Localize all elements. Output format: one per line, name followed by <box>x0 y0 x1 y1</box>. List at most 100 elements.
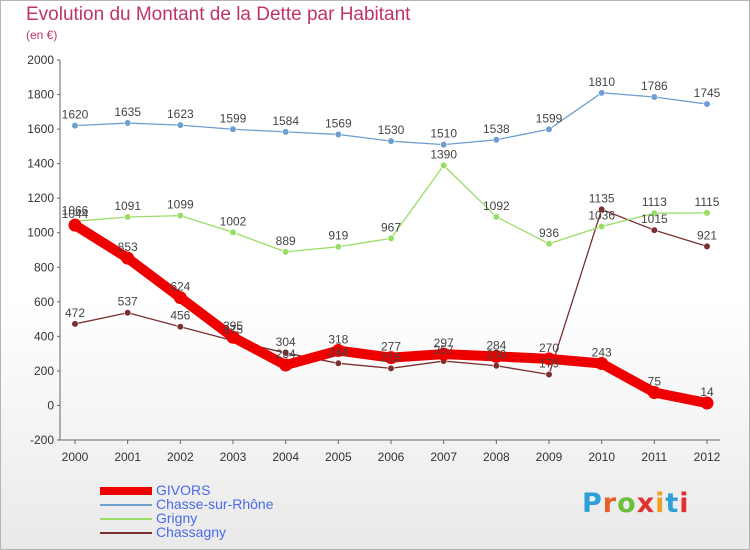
data-label: 472 <box>65 306 85 320</box>
data-point <box>492 213 500 221</box>
data-label: 1810 <box>588 75 615 89</box>
data-label: 1584 <box>272 114 299 128</box>
logo-letter: x <box>636 488 656 519</box>
data-label: 1036 <box>588 209 615 223</box>
x-tick-label: 2002 <box>167 450 194 464</box>
legend-swatch <box>100 532 152 534</box>
data-point <box>440 161 448 169</box>
y-tick-label: 1400 <box>27 157 54 171</box>
data-point <box>542 352 556 366</box>
data-label: 1092 <box>483 199 510 213</box>
data-label: 1745 <box>694 86 721 100</box>
data-label: 853 <box>118 240 138 254</box>
data-label: 244 <box>328 345 348 359</box>
data-label: 936 <box>539 226 559 240</box>
data-label: 919 <box>328 229 348 243</box>
data-label: 1635 <box>114 105 141 119</box>
data-point <box>703 209 711 217</box>
data-point <box>282 349 290 357</box>
data-label: 277 <box>381 340 401 354</box>
data-point <box>124 213 132 221</box>
data-point <box>124 119 132 127</box>
data-point <box>647 386 661 399</box>
proxiti-logo[interactable]: Proxiti <box>582 488 690 519</box>
x-tick-label: 2010 <box>588 450 615 464</box>
data-point <box>176 121 184 129</box>
y-tick-label: 1800 <box>27 88 54 102</box>
y-tick-label: 400 <box>34 329 54 343</box>
y-tick-label: 1000 <box>27 226 54 240</box>
data-label: 624 <box>170 280 190 294</box>
data-label: 1599 <box>536 111 563 125</box>
data-point <box>492 136 500 144</box>
data-point <box>334 130 342 139</box>
x-tick-label: 2000 <box>62 450 89 464</box>
data-label: 14 <box>700 385 714 399</box>
data-label: 1620 <box>62 108 89 122</box>
x-tick-label: 2003 <box>220 450 247 464</box>
data-label: 456 <box>170 309 190 323</box>
data-label: 395 <box>223 319 243 333</box>
data-point <box>71 122 79 130</box>
data-label: 304 <box>276 335 296 349</box>
data-label: 1066 <box>62 203 89 217</box>
data-label: 1599 <box>220 111 247 125</box>
data-point <box>334 243 342 251</box>
data-point <box>703 242 711 250</box>
data-label: 270 <box>539 341 559 355</box>
data-label: 889 <box>276 234 296 248</box>
data-label: 1623 <box>167 107 194 121</box>
data-point <box>124 309 132 317</box>
data-label: 1569 <box>325 116 352 130</box>
x-tick-label: 2009 <box>536 450 563 464</box>
line-chart: -200 0 200 400 600 800 1000 1200 1400 1600 1800 200… <box>27 53 721 464</box>
data-point <box>384 351 398 365</box>
data-point <box>229 228 237 236</box>
data-label: 375 <box>223 323 243 337</box>
data-point <box>71 320 79 328</box>
data-point <box>173 291 187 305</box>
data-label: 1538 <box>483 122 510 136</box>
data-label: 230 <box>486 348 506 362</box>
y-tick-label: 600 <box>34 295 54 309</box>
data-label: 921 <box>697 228 717 242</box>
data-point <box>176 323 184 331</box>
data-label: 284 <box>486 338 506 352</box>
y-tick-label: 1200 <box>27 191 54 205</box>
data-point <box>331 344 345 358</box>
data-label: 1015 <box>641 212 668 226</box>
data-point <box>492 362 500 370</box>
data-point <box>595 356 609 370</box>
logo-letter: t <box>665 488 680 519</box>
x-tick-label: 2008 <box>483 450 510 464</box>
data-label: 75 <box>648 375 662 389</box>
data-label: 1113 <box>642 195 667 209</box>
x-tick-label: 2007 <box>430 450 457 464</box>
x-tick-label: 2005 <box>325 450 352 464</box>
y-tick-label: 2000 <box>27 53 54 67</box>
logo-letter: P <box>582 488 603 519</box>
data-label: 1044 <box>62 207 89 221</box>
data-label: 1002 <box>220 214 247 228</box>
y-tick-label: -200 <box>30 433 54 447</box>
data-point <box>650 209 658 217</box>
data-point <box>279 358 293 372</box>
x-tick-label: 2006 <box>378 450 405 464</box>
data-point <box>229 125 237 133</box>
data-label: 1115 <box>695 195 720 209</box>
x-tick-label: 2011 <box>641 450 667 464</box>
legend-label: Chasse-sur-Rhône <box>156 496 274 512</box>
data-label: 215 <box>381 350 401 364</box>
data-point <box>68 218 82 232</box>
legend-swatch <box>100 487 152 495</box>
data-point <box>650 226 658 234</box>
data-label: 179 <box>539 357 559 371</box>
data-point <box>387 234 395 243</box>
data-point <box>334 359 342 367</box>
data-point <box>387 137 395 145</box>
data-point <box>703 100 711 108</box>
legend-label: GIVORS <box>156 482 211 498</box>
data-label: 297 <box>434 336 454 350</box>
data-label: 234 <box>276 347 296 361</box>
